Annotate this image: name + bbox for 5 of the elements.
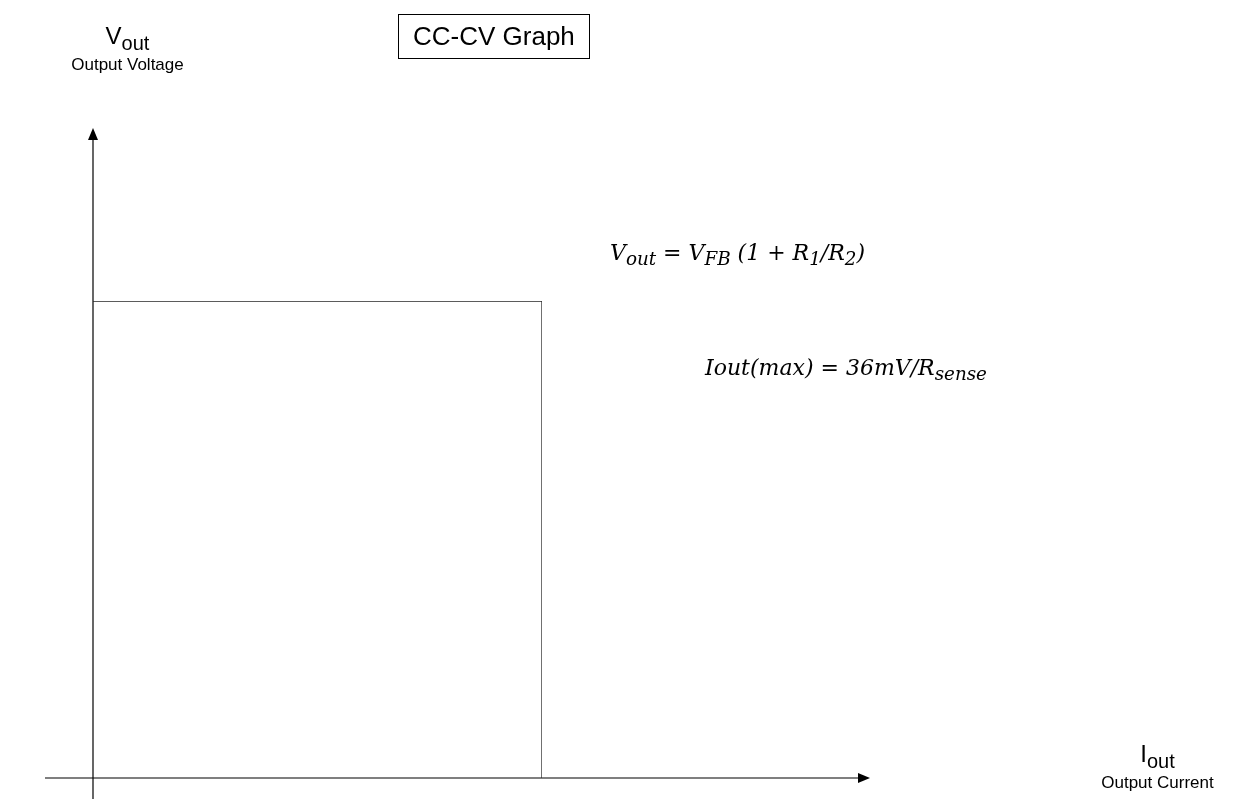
text: V$_{out}$ Output Voltage [70, 22, 185, 75]
chart-title: CC-CV Graph [398, 14, 590, 59]
text: I$_{out}$ Output Current [1100, 740, 1215, 793]
annotation: Iout(max) = 36mV/R$_{sense}$ [705, 355, 987, 385]
text: V$_{out}$ = V$_{FB}$ (1 + R$_{1}$/R$_{2}$) [610, 240, 866, 270]
